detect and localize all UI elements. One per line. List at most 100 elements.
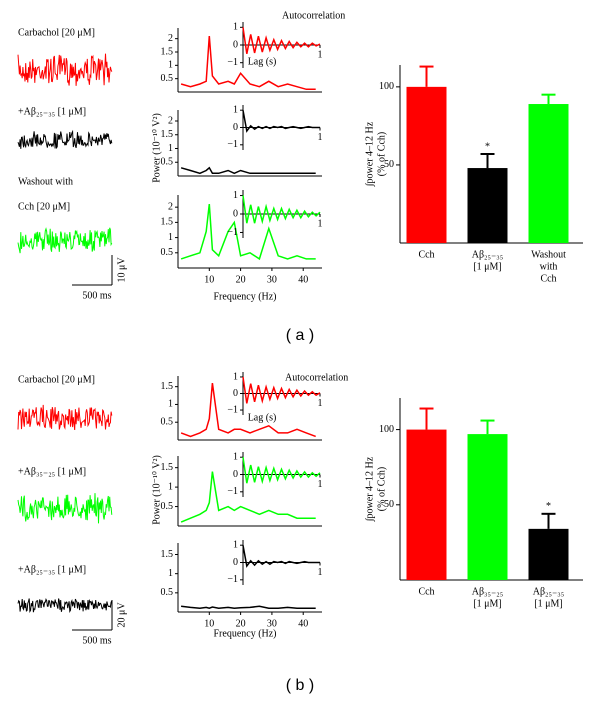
x-tick-label: 40 xyxy=(298,618,308,629)
time-scale: 500 ms xyxy=(82,290,111,301)
y-axis-label: Power (10⁻¹⁰ V²) xyxy=(151,455,162,525)
x-tick-label: 1 xyxy=(318,49,323,60)
autocorrelation-line xyxy=(242,457,321,485)
x-tick-label: 1 xyxy=(318,567,323,578)
y-tick-label: 100 xyxy=(379,81,394,92)
raw-trace xyxy=(17,493,113,524)
y-tick-label: −1 xyxy=(227,404,238,415)
amplitude-scale: 20 μV xyxy=(116,602,127,628)
y-tick-label: 0 xyxy=(233,39,238,50)
y-tick-label: 0 xyxy=(233,557,238,568)
spectrum-line xyxy=(180,35,316,91)
y-tick-label: −1 xyxy=(227,227,238,238)
y-tick-label: 0.5 xyxy=(161,501,174,512)
autocorrelation-line xyxy=(242,545,320,568)
x-tick-label: [1 μM] xyxy=(473,598,501,609)
y-tick-label: 100 xyxy=(379,424,394,435)
x-tick-label: 1 xyxy=(318,218,323,229)
y-tick-label: 0.5 xyxy=(161,73,174,84)
bar xyxy=(467,434,508,580)
y-tick-label: 2 xyxy=(168,201,173,212)
trace-label: +Aβ₂₅₋₃₅ [1 μM] xyxy=(18,564,86,575)
y-tick-label: −1 xyxy=(227,57,238,68)
y-tick-label: 0 xyxy=(233,388,238,399)
y-tick-label: 50 xyxy=(384,499,394,510)
trace-label: Carbachol [20 μM] xyxy=(18,27,95,38)
y-tick-label: 0 xyxy=(233,122,238,133)
autocorrelation-line xyxy=(242,195,321,225)
y-tick-label: 1 xyxy=(233,22,238,33)
x-tick-label: Cch xyxy=(418,249,434,260)
significance: * xyxy=(485,141,490,152)
trace-label: +Aβ₂₅₋₃₅ [1 μM] xyxy=(18,106,86,117)
y-tick-label: 1 xyxy=(233,104,238,115)
y-tick-label: 50 xyxy=(384,159,394,170)
y-tick-label: 0 xyxy=(233,469,238,480)
y-tick-label: 1 xyxy=(168,60,173,71)
y-tick-label: 0 xyxy=(233,208,238,219)
bar xyxy=(406,429,447,580)
y-tick-label: 1 xyxy=(168,143,173,154)
bar xyxy=(528,528,569,580)
bar xyxy=(467,168,508,243)
trace-label: +Aβ₃₅₋₂₅ [1 μM] xyxy=(18,466,86,477)
x-tick-label: with xyxy=(540,261,558,272)
y-tick-label: 1 xyxy=(233,371,238,382)
y-tick-label: 1 xyxy=(233,539,238,550)
amplitude-scale: 10 μV xyxy=(116,257,127,283)
inset-title: Autocorrelation xyxy=(285,372,348,383)
x-tick-label: [1 μM] xyxy=(534,598,562,609)
y-tick-label: 1.5 xyxy=(161,381,174,392)
y-tick-label: 1 xyxy=(168,568,173,579)
y-tick-label: 1.5 xyxy=(161,462,174,473)
bar xyxy=(406,86,447,243)
spectrum-line xyxy=(180,204,316,261)
bar xyxy=(528,104,569,243)
x-tick-label: [1 μM] xyxy=(473,261,501,272)
x-tick-label: 10 xyxy=(204,274,214,285)
x-tick-label: 20 xyxy=(236,618,246,629)
y-tick-label: 1.5 xyxy=(161,217,174,228)
y-tick-label: 1 xyxy=(168,399,173,410)
spectrum-line xyxy=(180,471,316,523)
x-tick-label: 1 xyxy=(318,479,323,490)
x-tick-label: 40 xyxy=(298,274,308,285)
time-scale: 500 ms xyxy=(82,635,111,646)
raw-trace xyxy=(17,598,113,614)
x-axis-label: Frequency (Hz) xyxy=(213,291,276,302)
x-tick-label: Aβ₃₅₋₂₅ xyxy=(472,586,504,597)
trace-label: Washout with xyxy=(18,176,73,187)
x-tick-label: Aβ₂₅₋₃₅ xyxy=(472,249,504,260)
spectrum-line xyxy=(181,605,316,609)
y-tick-label: 2 xyxy=(168,115,173,126)
x-tick-label: 1 xyxy=(318,132,323,143)
x-axis-label: Lag (s) xyxy=(248,412,277,423)
raw-trace xyxy=(17,129,113,150)
x-tick-label: 10 xyxy=(204,618,214,629)
x-axis-label: Lag (s) xyxy=(248,56,277,67)
y-tick-label: 1.5 xyxy=(161,549,174,560)
x-tick-label: Washout xyxy=(531,249,566,260)
trace-label: Cch [20 μM] xyxy=(18,201,70,212)
x-tick-label: 30 xyxy=(267,274,277,285)
panel-label: ( b ) xyxy=(286,677,314,694)
raw-trace xyxy=(17,53,113,86)
y-axis-label: (% of Cch) xyxy=(376,132,387,176)
raw-trace xyxy=(17,404,113,431)
spectrum-line xyxy=(180,166,316,175)
y-axis-label: ∫power 4–12 Hz xyxy=(364,456,375,522)
autocorrelation-line xyxy=(242,110,320,133)
y-tick-label: 1.5 xyxy=(161,46,174,57)
spectrum-line xyxy=(180,382,316,438)
y-tick-label: −1 xyxy=(227,139,238,150)
x-tick-label: Cch xyxy=(540,273,556,284)
raw-trace xyxy=(17,227,113,254)
y-tick-label: 0.5 xyxy=(161,247,174,258)
y-axis-label: Power (10⁻¹⁰ V²) xyxy=(151,113,162,183)
inset-title: Autocorrelation xyxy=(282,10,345,21)
y-tick-label: 0.5 xyxy=(161,587,174,598)
y-tick-label: 0.5 xyxy=(161,417,174,428)
x-tick-label: 20 xyxy=(236,274,246,285)
trace-label: Carbachol [20 μM] xyxy=(18,374,95,385)
